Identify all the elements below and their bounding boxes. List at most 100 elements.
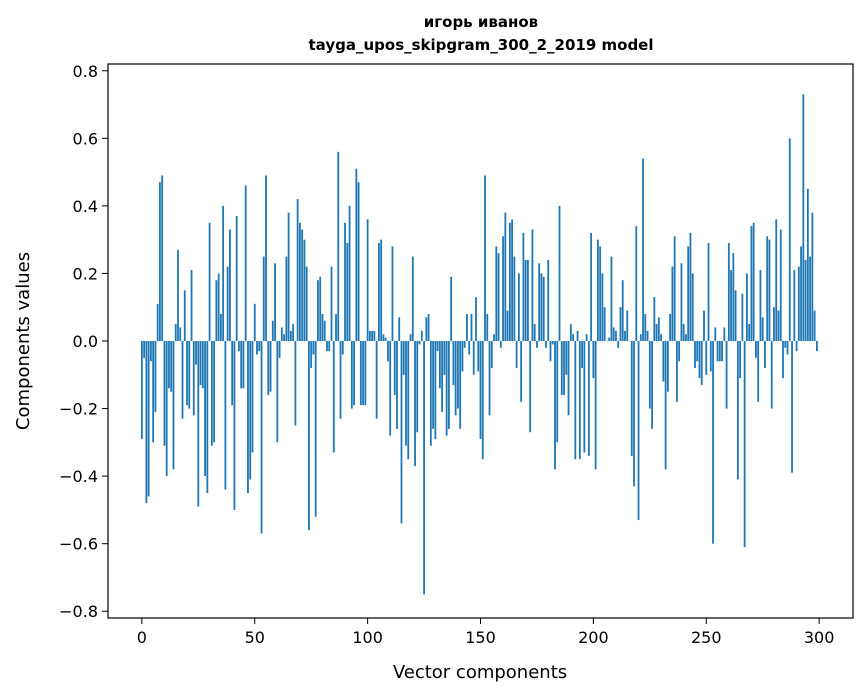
bar-64: [285, 256, 288, 341]
bar-12: [168, 341, 170, 389]
bar-139: [454, 341, 457, 416]
bar-63: [283, 334, 285, 341]
bar-222: [642, 158, 644, 341]
bar-209: [612, 327, 615, 341]
bar-67: [292, 324, 295, 341]
bar-257: [721, 341, 723, 362]
bar-37: [224, 341, 227, 490]
bar-77: [314, 341, 317, 517]
bar-32: [213, 341, 216, 443]
bar-101: [368, 330, 371, 341]
bar-59: [274, 263, 276, 341]
bar-178: [542, 276, 545, 341]
bar-162: [506, 310, 509, 341]
bar-107: [382, 334, 385, 341]
bar-179: [545, 341, 547, 348]
bar-208: [610, 256, 613, 341]
bar-270: [750, 226, 753, 341]
y-tick-label: 0.6: [73, 129, 98, 148]
bar-98: [362, 341, 365, 406]
bar-88: [339, 341, 342, 419]
bar-172: [529, 341, 532, 433]
bar-275: [761, 317, 764, 341]
bar-266: [741, 293, 744, 341]
bar-125: [423, 341, 425, 595]
bar-69: [296, 199, 299, 341]
bar-129: [432, 341, 434, 429]
bar-286: [786, 341, 789, 355]
bar-66: [289, 330, 292, 341]
bar-260: [727, 243, 730, 341]
bar-100: [366, 219, 369, 341]
bar-296: [809, 256, 812, 341]
chart-title-line1: игорь иванов: [424, 13, 538, 31]
bar-185: [558, 205, 561, 341]
bar-156: [493, 334, 495, 341]
bar-138: [452, 341, 455, 385]
bar-61: [278, 341, 281, 358]
bar-1: [143, 341, 146, 358]
bar-242: [687, 246, 690, 341]
bar-252: [709, 341, 712, 372]
bar-120: [411, 256, 414, 341]
y-tick-label: 0.4: [73, 197, 98, 216]
bar-280: [773, 307, 775, 341]
bar-143: [463, 341, 466, 348]
bar-263: [734, 290, 737, 341]
bar-232: [664, 341, 667, 470]
bar-106: [380, 239, 383, 341]
x-tick-label: 50: [245, 628, 265, 647]
bar-271: [752, 222, 755, 341]
bar-108: [384, 337, 387, 341]
bar-96: [357, 182, 360, 341]
bar-9: [161, 175, 164, 341]
x-axis-label: Vector components: [393, 662, 567, 683]
y-tick-label: −0.2: [59, 400, 98, 419]
bar-220: [637, 341, 640, 521]
bar-281: [775, 219, 778, 341]
bar-245: [694, 341, 696, 369]
bar-31: [210, 341, 213, 446]
y-tick-label: 0.8: [73, 62, 98, 81]
bar-83: [328, 341, 331, 352]
bar-226: [651, 341, 653, 429]
bar-237: [676, 341, 678, 402]
bar-51: [256, 341, 258, 355]
bar-170: [524, 259, 527, 341]
bar-4: [149, 341, 152, 362]
bar-104: [375, 341, 378, 419]
bar-148: [475, 297, 477, 341]
bar-204: [601, 273, 604, 341]
bar-223: [644, 313, 647, 341]
y-tick-label: −0.8: [59, 602, 98, 621]
bar-50: [253, 303, 256, 341]
bar-192: [574, 341, 577, 460]
bar-118: [407, 341, 410, 460]
bar-205: [603, 307, 606, 341]
bar-16: [177, 249, 179, 341]
bar-238: [678, 341, 681, 362]
bar-65: [287, 212, 290, 341]
bar-82: [326, 341, 328, 352]
bar-34: [217, 273, 220, 341]
bar-161: [504, 212, 507, 341]
bar-160: [502, 236, 504, 341]
bar-288: [791, 341, 793, 473]
bar-41: [233, 341, 236, 510]
bar-249: [703, 310, 705, 341]
bar-211: [617, 341, 620, 348]
bar-298: [813, 310, 816, 341]
bar-159: [499, 341, 502, 348]
bar-60: [276, 341, 279, 443]
bar-174: [533, 324, 536, 341]
bar-91: [346, 243, 349, 341]
bar-198: [587, 341, 590, 456]
bar-253: [712, 341, 714, 544]
bar-218: [633, 341, 635, 487]
bar-40: [231, 341, 234, 406]
bar-247: [698, 341, 701, 379]
bar-44: [240, 341, 243, 389]
bar-99: [364, 341, 367, 406]
bar-72: [303, 239, 306, 341]
bar-46: [244, 185, 247, 341]
